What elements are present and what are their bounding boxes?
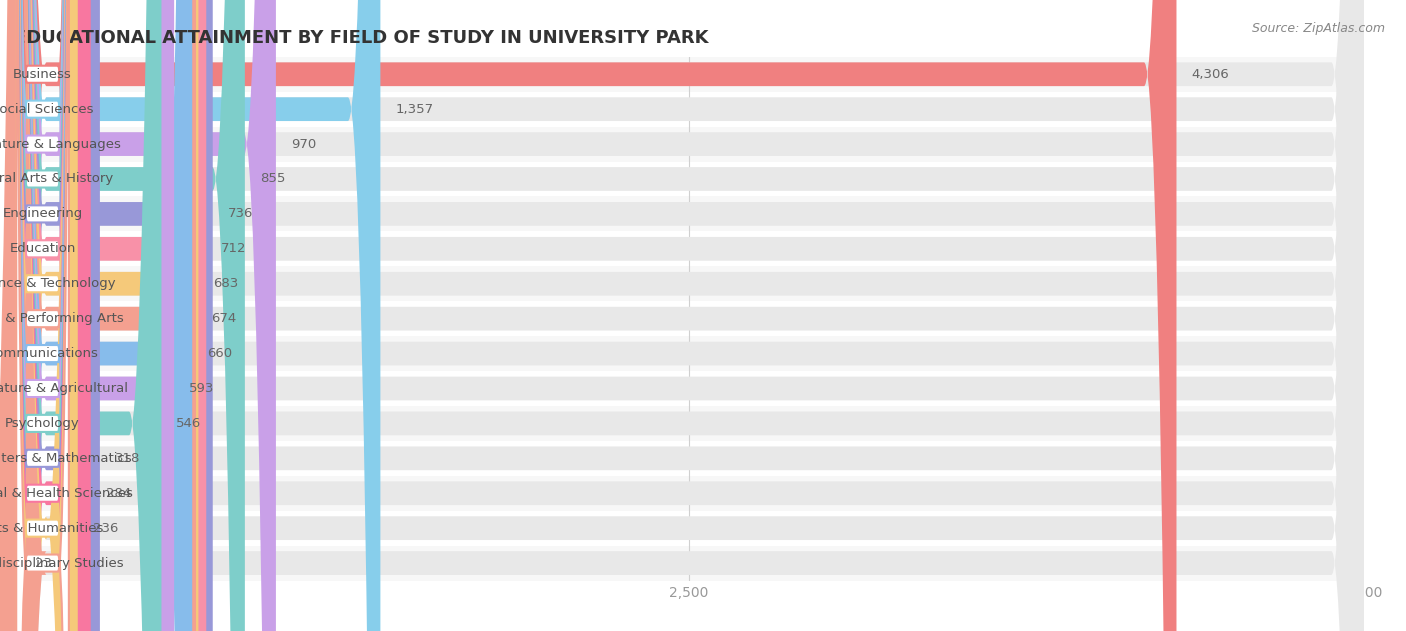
FancyBboxPatch shape	[17, 0, 69, 631]
Text: 712: 712	[221, 242, 246, 256]
Text: Visual & Performing Arts: Visual & Performing Arts	[0, 312, 124, 325]
Text: 674: 674	[211, 312, 236, 325]
Text: Bio, Nature & Agricultural: Bio, Nature & Agricultural	[0, 382, 128, 395]
Bar	[14, 546, 1364, 581]
FancyBboxPatch shape	[17, 0, 69, 631]
Bar	[14, 336, 1364, 371]
FancyBboxPatch shape	[14, 0, 1364, 631]
FancyBboxPatch shape	[14, 0, 162, 631]
FancyBboxPatch shape	[14, 0, 212, 631]
FancyBboxPatch shape	[14, 0, 1364, 631]
Text: 546: 546	[176, 417, 201, 430]
FancyBboxPatch shape	[14, 0, 1364, 631]
Text: Education: Education	[10, 242, 76, 256]
FancyBboxPatch shape	[17, 0, 69, 631]
FancyBboxPatch shape	[14, 0, 1364, 631]
FancyBboxPatch shape	[14, 0, 1364, 631]
FancyBboxPatch shape	[14, 0, 381, 631]
Bar	[14, 371, 1364, 406]
FancyBboxPatch shape	[17, 0, 69, 631]
Bar	[14, 406, 1364, 441]
FancyBboxPatch shape	[17, 0, 69, 631]
Bar	[14, 196, 1364, 232]
FancyBboxPatch shape	[14, 0, 245, 631]
FancyBboxPatch shape	[14, 0, 1364, 631]
FancyBboxPatch shape	[17, 0, 69, 631]
FancyBboxPatch shape	[17, 0, 69, 631]
FancyBboxPatch shape	[14, 0, 100, 631]
FancyBboxPatch shape	[14, 0, 1364, 631]
Text: 4,306: 4,306	[1191, 68, 1229, 81]
Text: Literature & Languages: Literature & Languages	[0, 138, 121, 151]
FancyBboxPatch shape	[14, 0, 207, 631]
FancyBboxPatch shape	[14, 0, 1364, 631]
FancyBboxPatch shape	[14, 0, 1364, 631]
Bar	[14, 232, 1364, 266]
Text: 236: 236	[93, 522, 118, 534]
FancyBboxPatch shape	[0, 0, 46, 631]
FancyBboxPatch shape	[17, 0, 69, 631]
Text: 284: 284	[105, 487, 131, 500]
FancyBboxPatch shape	[14, 0, 1364, 631]
Text: Psychology: Psychology	[6, 417, 80, 430]
FancyBboxPatch shape	[14, 0, 195, 631]
FancyBboxPatch shape	[17, 0, 69, 631]
Text: Engineering: Engineering	[3, 208, 83, 220]
Text: Physical & Health Sciences: Physical & Health Sciences	[0, 487, 132, 500]
Text: 970: 970	[291, 138, 316, 151]
FancyBboxPatch shape	[14, 0, 193, 631]
FancyBboxPatch shape	[14, 0, 198, 631]
Text: 318: 318	[115, 452, 141, 465]
Bar	[14, 162, 1364, 196]
FancyBboxPatch shape	[14, 0, 1364, 631]
Text: Social Sciences: Social Sciences	[0, 103, 94, 115]
Text: 593: 593	[188, 382, 214, 395]
Text: Multidisciplinary Studies: Multidisciplinary Studies	[0, 557, 124, 570]
Bar	[14, 57, 1364, 91]
Text: 660: 660	[207, 347, 232, 360]
FancyBboxPatch shape	[17, 0, 69, 631]
FancyBboxPatch shape	[17, 0, 69, 631]
Bar	[14, 510, 1364, 546]
Text: Business: Business	[13, 68, 72, 81]
Text: 1,357: 1,357	[395, 103, 433, 115]
Bar	[14, 476, 1364, 510]
Text: Science & Technology: Science & Technology	[0, 277, 115, 290]
Text: 855: 855	[260, 172, 285, 186]
Text: 23: 23	[35, 557, 52, 570]
FancyBboxPatch shape	[14, 0, 1364, 631]
Text: Liberal Arts & History: Liberal Arts & History	[0, 172, 114, 186]
FancyBboxPatch shape	[14, 0, 77, 631]
Bar	[14, 127, 1364, 162]
FancyBboxPatch shape	[14, 0, 276, 631]
Text: Arts & Humanities: Arts & Humanities	[0, 522, 103, 534]
Text: EDUCATIONAL ATTAINMENT BY FIELD OF STUDY IN UNIVERSITY PARK: EDUCATIONAL ATTAINMENT BY FIELD OF STUDY…	[14, 29, 709, 47]
Text: 683: 683	[214, 277, 239, 290]
FancyBboxPatch shape	[14, 0, 1364, 631]
Text: 736: 736	[228, 208, 253, 220]
FancyBboxPatch shape	[14, 0, 91, 631]
FancyBboxPatch shape	[17, 0, 69, 631]
FancyBboxPatch shape	[14, 0, 1364, 631]
Bar	[14, 441, 1364, 476]
FancyBboxPatch shape	[14, 0, 174, 631]
FancyBboxPatch shape	[17, 0, 69, 631]
Text: Communications: Communications	[0, 347, 98, 360]
FancyBboxPatch shape	[17, 0, 69, 631]
Bar	[14, 91, 1364, 127]
Bar	[14, 266, 1364, 301]
Bar	[14, 301, 1364, 336]
Text: Computers & Mathematics: Computers & Mathematics	[0, 452, 131, 465]
Text: Source: ZipAtlas.com: Source: ZipAtlas.com	[1251, 22, 1385, 35]
FancyBboxPatch shape	[17, 0, 69, 631]
FancyBboxPatch shape	[14, 0, 1177, 631]
FancyBboxPatch shape	[14, 0, 1364, 631]
